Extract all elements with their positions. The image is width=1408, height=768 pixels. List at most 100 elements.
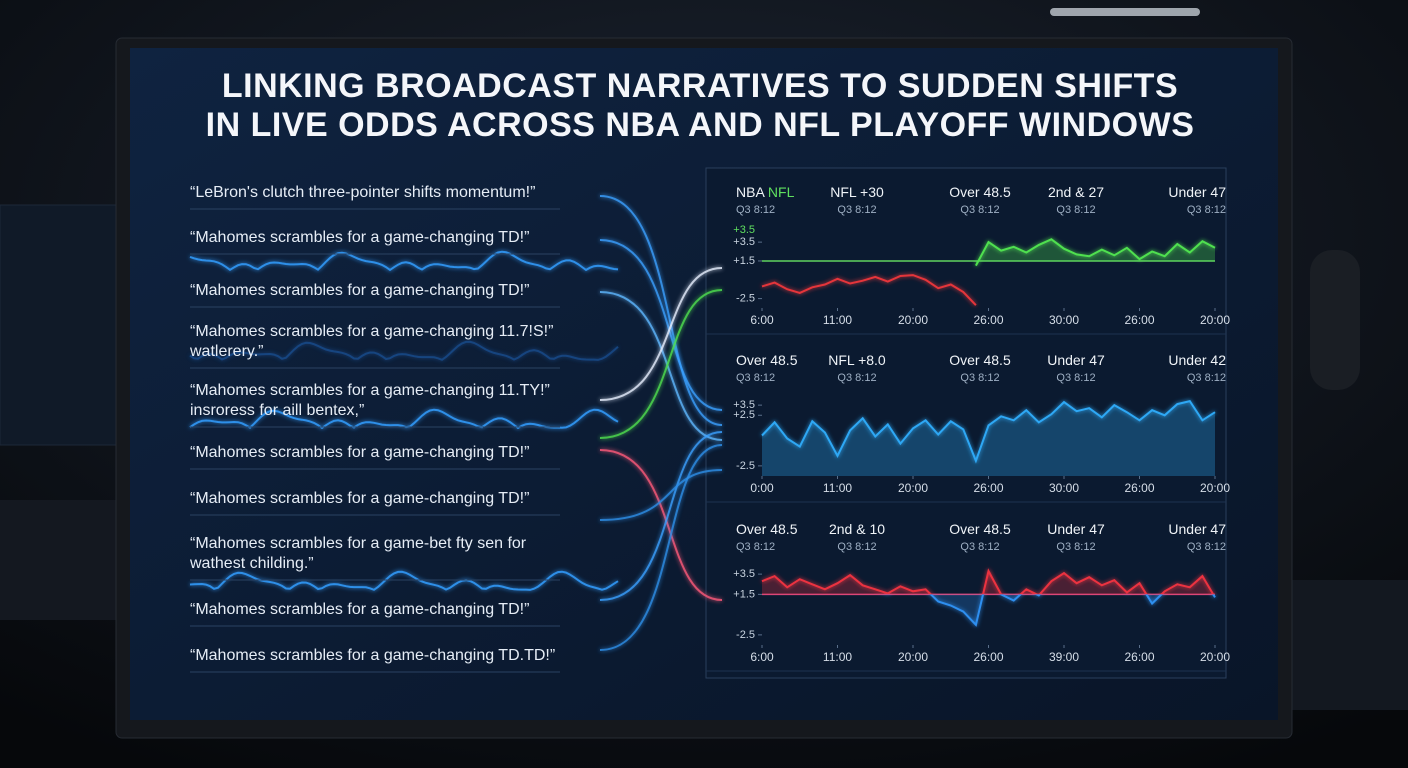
header-label: 2nd & 10 [829, 521, 885, 537]
odds-area [762, 401, 1215, 476]
quote-text: “Mahomes scrambles for a game-changing T… [190, 282, 529, 299]
header-text: Under 47 [1047, 521, 1105, 537]
header-text: NFL +30 [830, 184, 884, 200]
header-text: NFL +8.0 [828, 352, 886, 368]
x-tick-label: 0:00 [750, 481, 774, 495]
quote-text: insroress for aill bentex,” [190, 402, 364, 419]
header-time: Q3 8:12 [736, 372, 775, 384]
header-text: NBA [736, 184, 765, 200]
quote-text: “Mahomes scrambles for a game-bet fty se… [190, 535, 527, 552]
narrative-link [599, 469, 723, 521]
ceiling-light [1050, 8, 1200, 16]
y-tick-label: +3.5 [733, 236, 755, 248]
mixing-desk-left [0, 500, 122, 620]
odds-panel [705, 167, 1227, 679]
chart-panels: NBA NFL Q3 8:12 NFL +30 Q3 8:12 Over 48.5 Q3 … [706, 184, 1230, 672]
x-tick-label: 11:00 [823, 650, 852, 664]
waveform [189, 250, 619, 272]
quote-text: “Mahomes scrambles for a game-changing T… [190, 229, 529, 246]
header-time: Q3 8:12 [1056, 372, 1095, 384]
x-tick-label: 20:00 [898, 313, 928, 327]
header-text: Under 47 [1168, 184, 1226, 200]
header-time: Q3 8:12 [1056, 541, 1095, 553]
waveform [189, 340, 619, 361]
header-time: Q3 8:12 [736, 204, 775, 216]
header-text: 2nd & 10 [829, 521, 885, 537]
header-label: NBA NFL [736, 184, 795, 200]
header-text: Over 48.5 [949, 184, 1011, 200]
x-tick-label: 30:00 [1049, 313, 1079, 327]
header-time: Q3 8:12 [1187, 541, 1226, 553]
x-tick-label: 26:00 [1124, 313, 1154, 327]
quote-list: “LeBron's clutch three-pointer shifts mo… [189, 184, 560, 673]
header-time: Q3 8:12 [960, 541, 999, 553]
y-tick-label: -2.5 [736, 629, 755, 641]
y-tick-label: +3.5 [733, 399, 755, 411]
header-time: Q3 8:12 [736, 541, 775, 553]
quote-text: “Mahomes scrambles for a game-changing T… [190, 647, 555, 664]
quote-text: “Mahomes scrambles for a game-changing T… [190, 601, 529, 618]
level-label: +3.5 [733, 224, 755, 236]
x-tick-label: 39:00 [1049, 650, 1079, 664]
y-tick-label: -2.5 [736, 460, 755, 472]
narrative-link [599, 449, 723, 601]
header-label: Under 47 [1047, 352, 1105, 368]
x-tick-label: 20:00 [898, 650, 928, 664]
quote-text: “Mahomes scrambles for a game-changing T… [190, 490, 529, 507]
x-tick-label: 6:00 [750, 313, 774, 327]
y-tick-label: +3.5 [733, 568, 755, 580]
odds-line [761, 274, 977, 306]
header-time: Q3 8:12 [837, 204, 876, 216]
quote-text: wathest childing.” [189, 555, 314, 572]
header-highlight: NFL [768, 184, 795, 200]
x-tick-label: 11:00 [823, 313, 852, 327]
header-time: Q3 8:12 [960, 372, 999, 384]
mixing-desk-right [1290, 580, 1408, 710]
header-text: Under 47 [1168, 521, 1226, 537]
title-line: LINKING BROADCAST NARRATIVES TO SUDDEN S… [222, 67, 1178, 105]
quote-text: “Mahomes scrambles for a game-changing T… [190, 444, 529, 461]
header-label: Over 48.5 [949, 184, 1011, 200]
y-tick-label: +1.5 [733, 588, 755, 600]
narrative-link [599, 239, 723, 411]
header-label: Under 47 [1168, 521, 1226, 537]
x-tick-label: 30:00 [1049, 481, 1079, 495]
header-text: Over 48.5 [736, 521, 798, 537]
title-line: IN LIVE ODDS ACROSS NBA AND NFL PLAYOFF … [206, 106, 1195, 144]
header-time: Q3 8:12 [1187, 372, 1226, 384]
quote-text: “Mahomes scrambles for a game-changing 1… [190, 382, 550, 399]
header-label: Under 47 [1047, 521, 1105, 537]
header-text: Under 47 [1047, 352, 1105, 368]
x-tick-label: 20:00 [1200, 650, 1230, 664]
x-tick-label: 26:00 [1124, 481, 1154, 495]
quote-text: “LeBron's clutch three-pointer shifts mo… [190, 184, 535, 201]
odds-line [761, 568, 1215, 595]
header-time: Q3 8:12 [1056, 204, 1095, 216]
x-tick-label: 11:00 [823, 481, 852, 495]
header-label: NFL +30 [830, 184, 884, 200]
narrative-link [599, 431, 723, 601]
x-tick-label: 20:00 [1200, 313, 1230, 327]
odds-area [975, 239, 1215, 266]
quote-text: “Mahomes scrambles for a game-changing 1… [190, 323, 553, 340]
quote-text: watlerery.” [189, 343, 264, 360]
header-time: Q3 8:12 [837, 541, 876, 553]
header-text: 2nd & 27 [1048, 184, 1104, 200]
x-tick-label: 26:00 [1124, 650, 1154, 664]
header-label: Over 48.5 [736, 521, 798, 537]
x-tick-label: 6:00 [750, 650, 774, 664]
header-text: Over 48.5 [949, 521, 1011, 537]
narrative-link [599, 289, 723, 439]
odds-line [975, 238, 1216, 267]
header-text: Over 48.5 [949, 352, 1011, 368]
header-time: Q3 8:12 [960, 204, 999, 216]
x-tick-label: 20:00 [898, 481, 928, 495]
x-tick-label: 26:00 [973, 313, 1003, 327]
x-tick-label: 26:00 [973, 650, 1003, 664]
narrative-link [599, 267, 723, 401]
header-label: 2nd & 27 [1048, 184, 1104, 200]
y-tick-label: +2.5 [733, 409, 755, 421]
odds-area [762, 571, 1215, 595]
narrative-link [599, 195, 723, 426]
x-tick-label: 26:00 [973, 481, 1003, 495]
